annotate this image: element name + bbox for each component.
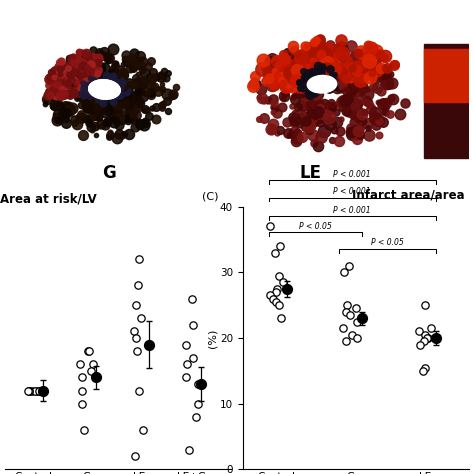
Point	[417, 341, 424, 348]
Point	[275, 272, 283, 280]
Point	[182, 374, 190, 381]
Point	[423, 334, 431, 342]
Point	[345, 262, 352, 270]
Point	[78, 400, 86, 408]
Point	[189, 321, 197, 328]
Point	[425, 334, 432, 342]
Point	[39, 387, 47, 394]
Point	[272, 298, 280, 306]
Point	[24, 387, 31, 394]
Bar	[424, 44, 469, 158]
Point	[31, 387, 39, 394]
Point	[137, 315, 145, 322]
Ellipse shape	[89, 80, 120, 99]
Point	[87, 367, 95, 374]
Point	[275, 301, 283, 309]
Point	[273, 288, 280, 296]
Point	[277, 315, 284, 322]
Point	[79, 374, 86, 381]
Point	[76, 360, 83, 368]
Point	[183, 360, 191, 368]
Point	[35, 387, 43, 394]
Point	[269, 295, 276, 302]
Point	[130, 328, 138, 335]
Point	[84, 347, 91, 355]
Text: (C): (C)	[202, 191, 219, 201]
Point	[145, 341, 153, 348]
Text: P < 0.001: P < 0.001	[333, 170, 371, 179]
Text: P < 0.05: P < 0.05	[299, 222, 331, 231]
Point	[340, 269, 348, 276]
Point	[353, 334, 361, 342]
Point	[273, 285, 281, 292]
Point	[190, 354, 197, 362]
Point	[339, 324, 347, 332]
Point	[28, 387, 36, 394]
Point	[194, 380, 202, 388]
Text: G: G	[102, 164, 116, 182]
Point	[276, 242, 284, 250]
Ellipse shape	[307, 75, 337, 93]
Point	[421, 331, 429, 338]
Point	[266, 223, 273, 230]
Text: Area at risk/LV: Area at risk/LV	[0, 192, 97, 206]
Text: P < 0.001: P < 0.001	[333, 187, 371, 196]
Point	[353, 305, 360, 312]
Point	[131, 452, 139, 460]
Point	[353, 318, 361, 325]
Point	[33, 387, 41, 394]
Point	[89, 360, 97, 368]
Point	[279, 278, 287, 286]
Point	[344, 301, 351, 309]
Point	[358, 315, 365, 322]
Point	[136, 255, 143, 263]
Text: Infarct area/area: Infarct area/area	[352, 189, 465, 201]
Point	[342, 308, 350, 316]
Point	[421, 301, 429, 309]
Point	[135, 387, 142, 394]
Point	[283, 285, 291, 292]
Point	[36, 387, 44, 394]
Point	[192, 413, 200, 420]
Point	[348, 331, 356, 338]
Point	[343, 337, 350, 345]
Point	[419, 367, 427, 374]
Point	[421, 364, 428, 371]
Point	[266, 292, 273, 299]
Point	[80, 426, 88, 434]
Point	[346, 311, 354, 319]
Point	[78, 387, 86, 394]
Text: P < 0.05: P < 0.05	[371, 238, 404, 247]
Point	[135, 282, 142, 289]
Point	[194, 400, 202, 408]
Point	[132, 334, 140, 342]
Point	[182, 341, 190, 348]
Point	[427, 324, 435, 332]
Point	[85, 347, 93, 355]
Point	[188, 295, 196, 302]
Text: P < 0.001: P < 0.001	[333, 206, 371, 215]
Text: LE: LE	[300, 164, 322, 182]
Point	[134, 347, 141, 355]
Point	[420, 337, 428, 345]
Point	[132, 301, 140, 309]
Point	[92, 374, 100, 381]
Point	[415, 328, 423, 335]
Bar	[424, 49, 469, 102]
Point	[25, 387, 33, 394]
Point	[272, 249, 279, 256]
Ellipse shape	[89, 80, 120, 99]
Y-axis label: (%): (%)	[207, 328, 217, 348]
Point	[432, 334, 439, 342]
Point	[185, 446, 193, 453]
Point	[139, 426, 147, 434]
Point	[25, 387, 33, 394]
Point	[198, 380, 205, 388]
